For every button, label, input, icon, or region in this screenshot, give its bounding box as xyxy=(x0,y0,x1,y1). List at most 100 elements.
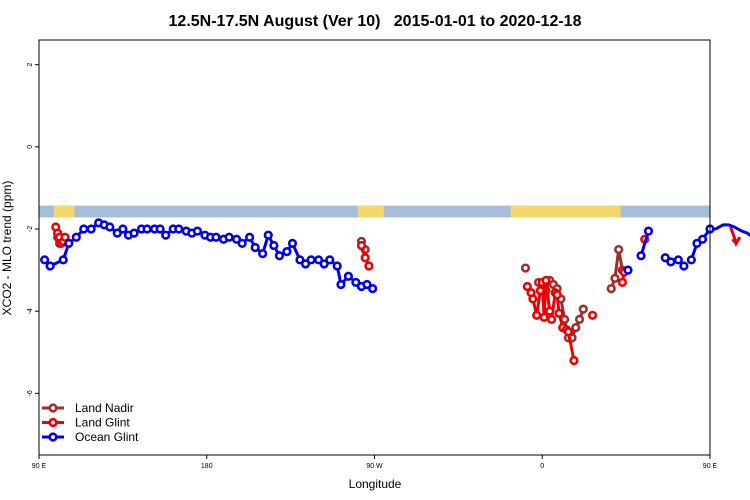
ocean-glint-point xyxy=(118,224,128,234)
land-glint-point xyxy=(360,253,370,263)
ocean-glint-point xyxy=(192,226,203,236)
ocean-glint-point xyxy=(351,277,361,288)
land-glint-point xyxy=(522,281,532,292)
map-land xyxy=(357,205,384,218)
legend-marker-land-glint xyxy=(48,417,58,428)
ocean-glint-point xyxy=(245,232,255,242)
map-strip xyxy=(39,205,710,218)
land-glint-point xyxy=(60,232,70,242)
ocean-glint-point xyxy=(336,279,346,290)
land-glint-point xyxy=(539,312,549,322)
ocean-glint-point xyxy=(211,232,221,242)
land-glint-point xyxy=(546,314,557,325)
land-glint-point xyxy=(545,306,555,316)
ocean-glint-point xyxy=(692,238,702,248)
map-land xyxy=(53,205,75,218)
ocean-glint-point xyxy=(643,226,654,236)
ocean-glint-point xyxy=(362,279,372,290)
legend-marker-ocean-glint xyxy=(48,432,58,442)
ocean-glint-point xyxy=(623,265,633,275)
ocean-glint-point xyxy=(142,224,152,234)
land-glint-point xyxy=(541,275,551,285)
map-land xyxy=(510,205,621,218)
ocean-glint-point xyxy=(237,238,247,248)
ocean-glint-point xyxy=(274,251,285,261)
ocean-glint-point xyxy=(636,251,646,261)
land-nadir-point xyxy=(574,314,585,325)
y-tick-label: -2 xyxy=(27,226,34,232)
ocean-glint-point xyxy=(45,261,55,271)
ocean-glint-point xyxy=(39,255,50,265)
ocean-glint-point xyxy=(258,249,268,259)
ocean-glint-point xyxy=(71,232,81,242)
ocean-glint-point xyxy=(673,255,683,265)
x-axis-title: Longitude xyxy=(349,477,402,491)
land-nadir-line xyxy=(609,249,624,290)
ocean-glint-point xyxy=(660,253,670,263)
land-glint-point xyxy=(528,294,538,304)
land-glint-point xyxy=(587,310,598,320)
land-glint-point xyxy=(554,308,564,318)
land-glint-point xyxy=(535,286,545,296)
ocean-glint-point xyxy=(313,255,324,265)
ocean-glint-point xyxy=(269,240,279,251)
ocean-glint-point xyxy=(263,230,273,240)
land-nadir-point xyxy=(578,304,588,314)
ocean-glint-point xyxy=(306,255,316,265)
x-tick-label: 90 W xyxy=(366,463,383,470)
series-group xyxy=(39,218,750,366)
axes: 90 E 180 90 W 0 90 E 2 0 -2 -4 -6 xyxy=(27,63,718,470)
land-glint-point xyxy=(356,240,367,251)
ocean-glint-point xyxy=(174,224,184,234)
ocean-glint-point xyxy=(105,222,115,232)
y-tick-label: 0 xyxy=(27,145,34,149)
land-glint-point xyxy=(617,277,627,288)
ocean-glint-point xyxy=(679,261,689,271)
ocean-glint-point xyxy=(368,283,378,294)
ocean-glint-point xyxy=(282,247,292,257)
ocean-glint-point xyxy=(325,255,335,265)
land-glint-line xyxy=(729,226,742,248)
ocean-glint-point xyxy=(129,228,139,238)
land-glint-point xyxy=(532,310,542,320)
land-glint-point xyxy=(552,290,562,300)
ocean-glint-point xyxy=(287,238,298,248)
x-tick-label: 90 E xyxy=(703,463,718,470)
ocean-glint-point xyxy=(686,255,696,265)
ocean-glint-point xyxy=(224,232,234,242)
ocean-glint-point xyxy=(697,234,708,244)
legend-label-land-glint: Land Glint xyxy=(75,416,130,430)
x-tick-label: 0 xyxy=(540,463,544,470)
land-nadir-point xyxy=(520,263,531,273)
ocean-glint-point xyxy=(86,224,96,234)
legend-label-land-nadir: Land Nadir xyxy=(75,401,134,415)
y-tick-label: 2 xyxy=(27,63,34,67)
ocean-glint-point xyxy=(250,242,260,253)
ocean-glint-point xyxy=(79,224,89,234)
ocean-glint-point xyxy=(155,224,165,234)
legend-label-ocean-glint: Ocean Glint xyxy=(75,430,139,444)
plot-frame xyxy=(38,39,711,456)
land-nadir-point xyxy=(614,244,624,255)
legend-marker-land-nadir xyxy=(48,403,58,413)
ocean-glint-point xyxy=(161,230,171,240)
ocean-glint-point xyxy=(58,255,68,265)
land-glint-point xyxy=(364,261,374,271)
ocean-glint-point xyxy=(231,234,242,244)
ocean-glint-point xyxy=(300,259,311,269)
ocean-glint-point xyxy=(343,271,354,281)
land-nadir-point xyxy=(610,273,620,283)
chart-title: 12.5N-17.5N August (Ver 10) 2015-01-01 t… xyxy=(169,13,582,30)
land-nadir-point xyxy=(571,323,581,333)
ocean-glint-point xyxy=(319,259,329,269)
ocean-glint-point xyxy=(332,261,342,271)
ocean-glint-point xyxy=(64,238,74,248)
land-nadir-point xyxy=(606,283,616,294)
land-glint-point xyxy=(569,355,579,366)
y-tick-label: -6 xyxy=(27,390,34,396)
y-axis-title: XCO2 - MLO trend (ppm) xyxy=(0,181,14,316)
y-tick-label: -4 xyxy=(27,308,34,314)
